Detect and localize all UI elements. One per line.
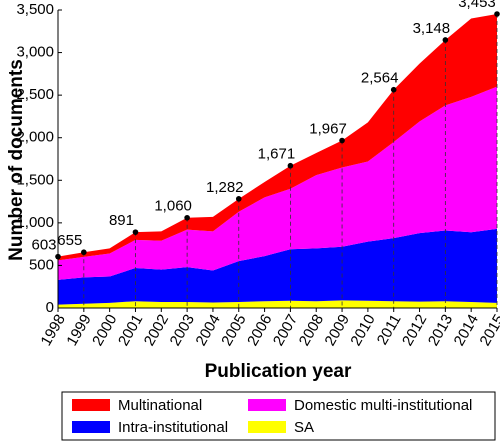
total-point xyxy=(287,162,294,169)
total-point xyxy=(132,229,139,235)
x-tick-label: 2007 xyxy=(270,311,301,348)
x-tick-label: 2012 xyxy=(399,311,430,348)
legend-swatch xyxy=(248,399,286,411)
x-tick-label: 2010 xyxy=(347,311,378,348)
total-label: 1,967 xyxy=(309,120,347,137)
total-point xyxy=(390,86,397,93)
x-axis-title: Publication year xyxy=(205,361,352,382)
total-point xyxy=(184,214,190,221)
legend-swatch xyxy=(248,421,286,433)
legend-label: Domestic multi-institutional xyxy=(294,397,472,414)
x-tick-label: 2013 xyxy=(425,311,456,348)
total-label: 1,282 xyxy=(206,179,244,196)
legend-swatch xyxy=(72,399,110,411)
total-point xyxy=(442,37,449,43)
y-tick-label: 1,000 xyxy=(16,214,54,231)
x-tick-label: 1998 xyxy=(37,311,68,348)
area xyxy=(58,86,497,280)
total-point xyxy=(494,11,500,17)
area xyxy=(58,300,497,308)
x-tick-label: 2011 xyxy=(374,311,405,347)
total-point xyxy=(235,196,242,202)
total-label: 603 xyxy=(31,237,56,254)
legend-box xyxy=(61,391,496,441)
x-tick-label: 2004 xyxy=(192,311,223,348)
legend-label: Multinational xyxy=(118,397,202,414)
total-label: 891 xyxy=(109,212,134,229)
area xyxy=(58,14,497,261)
x-tick-label: 1999 xyxy=(63,311,94,348)
x-tick-label: 2000 xyxy=(89,311,120,348)
legend-label: Intra-institutional xyxy=(118,419,228,436)
y-tick-label: 2,000 xyxy=(16,129,54,146)
total-label: 1,060 xyxy=(154,198,192,215)
x-tick-label: 2001 xyxy=(115,311,146,348)
total-label: 3,148 xyxy=(413,20,451,37)
x-tick-label: 2014 xyxy=(451,311,482,348)
total-label: 1,671 xyxy=(258,146,296,163)
y-tick-label: 500 xyxy=(29,256,54,273)
y-tick-label: 0 xyxy=(46,299,54,316)
y-tick-label: 1,500 xyxy=(16,171,54,188)
x-tick-label: 2009 xyxy=(322,311,353,348)
x-tick-label: 2008 xyxy=(296,311,327,348)
legend-label: SA xyxy=(294,419,314,436)
x-tick-label: 2006 xyxy=(244,311,275,348)
x-tick-label: 2015 xyxy=(476,311,500,348)
legend-swatch xyxy=(72,421,110,433)
total-point xyxy=(81,249,87,256)
area xyxy=(58,228,497,305)
total-label: 2,564 xyxy=(361,70,399,87)
y-tick-label: 3,500 xyxy=(16,1,54,18)
x-tick-label: 2003 xyxy=(167,311,198,348)
y-axis-title: Number of documents xyxy=(6,59,27,261)
y-tick-label: 2,500 xyxy=(16,86,54,103)
total-label: 3,453 xyxy=(458,0,496,11)
x-tick-label: 2002 xyxy=(141,311,172,348)
y-tick-label: 3,000 xyxy=(16,44,54,61)
x-tick-label: 2005 xyxy=(218,311,249,348)
total-point xyxy=(339,137,345,144)
total-label: 655 xyxy=(57,232,82,249)
